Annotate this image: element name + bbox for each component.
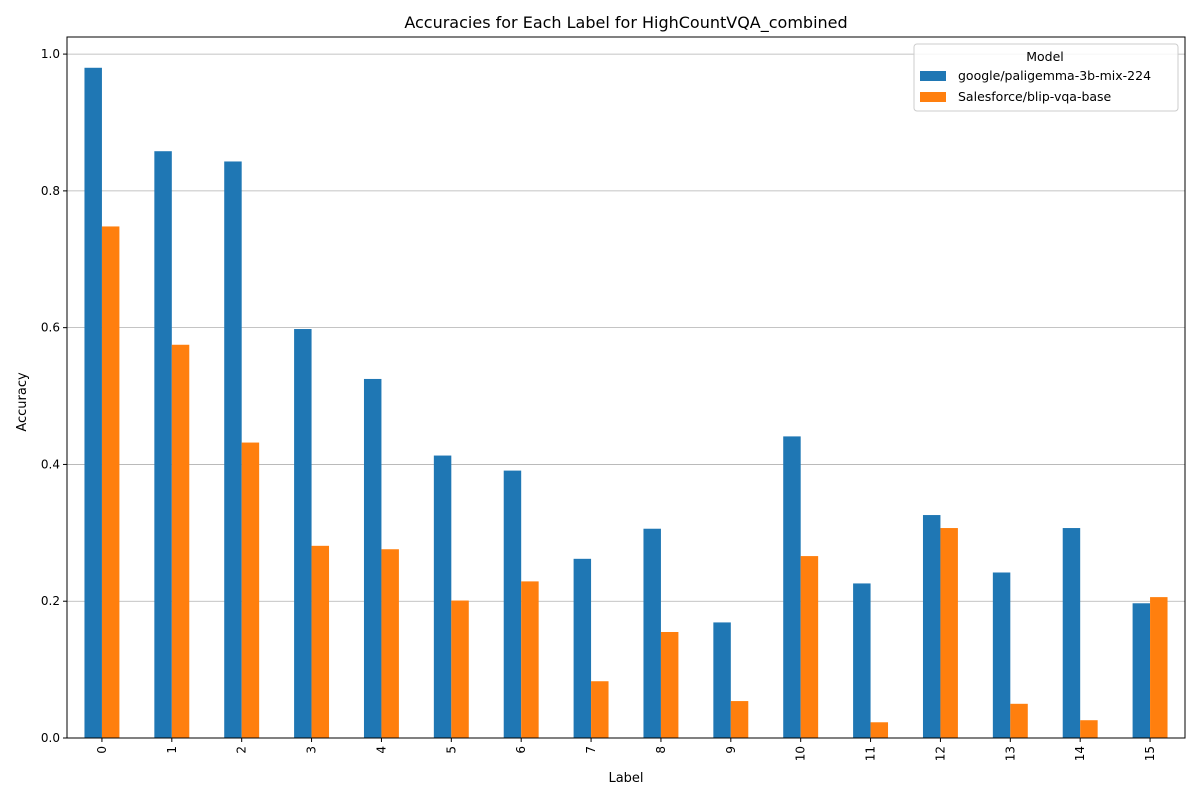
x-tick-label: 11 (864, 746, 878, 761)
bar-blip-label-6 (521, 581, 539, 738)
bar-blip-label-12 (940, 528, 958, 738)
bar-paligemma-label-12 (922, 515, 941, 738)
x-tick-label: 4 (374, 746, 388, 754)
bar-blip-label-15 (1150, 597, 1168, 738)
bar-paligemma-label-3 (294, 329, 312, 738)
plot-area-frame (66, 36, 1186, 739)
bars-group (84, 67, 1168, 739)
bar-blip-label-4 (381, 549, 399, 738)
bar-paligemma-label-13 (992, 572, 1011, 738)
x-axis-ticks: 0 1 2 3 4 5 6 7 8 9 10 11 12 13 14 15 (95, 738, 1157, 761)
bar-blip-label-10 (800, 556, 819, 738)
bar-blip-label-3 (311, 545, 330, 738)
bar-paligemma-label-11 (853, 583, 871, 738)
legend-label-paligemma: google/paligemma-3b-mix-224 (958, 68, 1151, 83)
chart-title: Accuracies for Each Label for HighCountV… (404, 13, 847, 33)
x-tick-label: 9 (724, 746, 738, 754)
bar-blip-label-7 (591, 681, 609, 738)
bar-blip-label-1 (171, 344, 190, 738)
x-tick-label: 12 (933, 746, 947, 761)
x-tick-label: 6 (514, 746, 528, 754)
x-tick-label: 10 (794, 746, 808, 761)
bar-paligemma-label-6 (503, 470, 522, 738)
bar-blip-label-11 (870, 722, 889, 738)
x-tick-label: 1 (165, 746, 179, 754)
legend: Model google/paligemma-3b-mix-224 Salesf… (913, 43, 1179, 112)
x-tick-label: 8 (654, 746, 668, 754)
bar-paligemma-label-1 (154, 151, 172, 739)
bar-paligemma-label-8 (643, 528, 661, 738)
bar-blip-label-5 (451, 600, 469, 738)
x-tick-label: 5 (444, 746, 458, 754)
x-tick-label: 14 (1073, 746, 1087, 761)
y-tick-label: 0.2 (41, 594, 60, 608)
legend-swatch-blip (920, 92, 946, 102)
legend-swatch-paligemma (920, 71, 946, 81)
bar-paligemma-label-15 (1132, 603, 1151, 738)
legend-label-blip: Salesforce/blip-vqa-base (958, 89, 1112, 104)
x-tick-label: 3 (305, 746, 319, 754)
bar-blip-label-13 (1010, 703, 1028, 738)
y-tick-label: 0.8 (41, 184, 60, 198)
x-tick-label: 0 (95, 746, 109, 754)
bar-blip-label-8 (660, 631, 679, 738)
bar-blip-label-0 (101, 226, 120, 738)
bar-paligemma-label-9 (713, 622, 731, 738)
bar-blip-label-9 (730, 701, 749, 738)
x-axis-label: Label (608, 771, 643, 786)
bar-paligemma-label-14 (1062, 528, 1081, 738)
bar-paligemma-label-10 (783, 436, 801, 738)
x-tick-label: 7 (584, 746, 598, 754)
bar-paligemma-label-2 (224, 161, 242, 739)
y-tick-label: 0.6 (41, 321, 60, 335)
bar-paligemma-label-0 (84, 67, 102, 738)
x-tick-label: 15 (1143, 746, 1157, 761)
bar-paligemma-label-5 (433, 455, 452, 738)
y-tick-label: 0.4 (41, 457, 60, 471)
x-tick-label: 2 (235, 746, 249, 754)
y-axis-ticks: 0.0 0.2 0.4 0.6 0.8 1.0 (41, 47, 67, 745)
legend-box (913, 43, 1179, 112)
bar-paligemma-label-4 (363, 378, 382, 738)
y-tick-label: 1.0 (41, 47, 60, 61)
legend-title: Model (1026, 49, 1064, 64)
bar-blip-label-14 (1080, 720, 1098, 738)
bar-blip-label-2 (241, 442, 260, 738)
x-tick-label: 13 (1003, 746, 1017, 761)
y-tick-label: 0.0 (41, 731, 60, 745)
y-axis-label: Accuracy (15, 372, 30, 432)
bar-paligemma-label-7 (573, 558, 592, 738)
